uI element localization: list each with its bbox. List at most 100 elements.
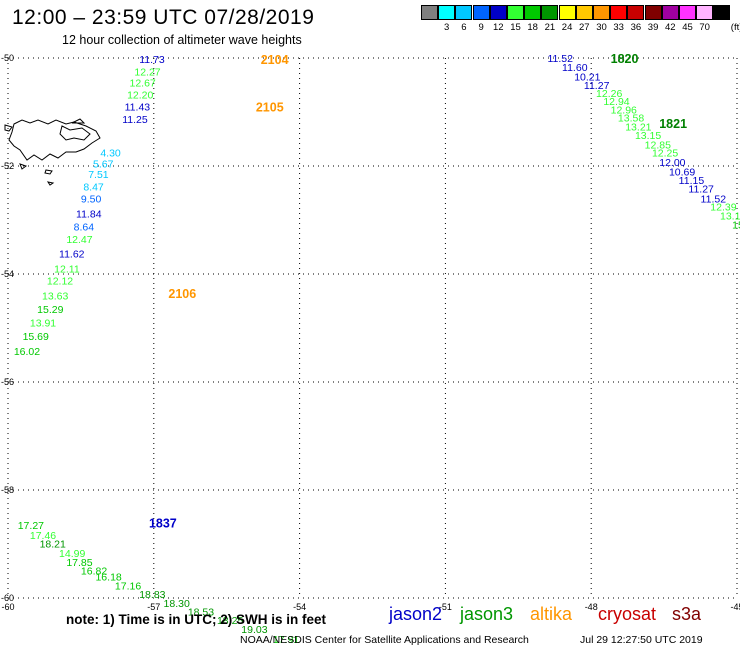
- wave-height-value: 12.00: [659, 157, 685, 169]
- longitude-tick-labels: -60 -57 -54 -51 -48 -45: [1, 602, 740, 612]
- colorbar-label: 21: [544, 22, 556, 33]
- wave-height-value: 12.26: [596, 88, 622, 100]
- colorbar-swatch: [472, 5, 490, 20]
- colorbar-swatch: [541, 5, 559, 20]
- wave-height-value: 13.58: [618, 112, 644, 124]
- colorbar-label: 6: [461, 22, 467, 33]
- wave-height-value: 18.25: [217, 615, 243, 627]
- lat-tick-label: -56: [1, 377, 14, 387]
- wave-height-value: 12.47: [66, 234, 92, 246]
- colorbar-swatch: [593, 5, 610, 20]
- colorbar-label: 9: [478, 22, 484, 33]
- lat-tick-label: -58: [1, 485, 14, 495]
- colorbar-label: 15: [510, 22, 521, 33]
- lon-tick-label: -48: [585, 602, 598, 612]
- colorbar-label: 27: [579, 22, 590, 33]
- footnote: note: 1) Time is in UTC; 2) SWH is in fe…: [66, 612, 327, 627]
- wave-height-value: 12.94: [603, 96, 629, 108]
- wave-height-value: 13.63: [42, 291, 68, 303]
- colorbar-label: 39: [647, 22, 659, 33]
- page-title: 12:00 – 23:59 UTC 07/28/2019: [12, 6, 315, 29]
- wave-height-value: 11.62: [59, 248, 85, 260]
- colorbar-unit: (ft): [730, 22, 740, 33]
- colorbar-swatch: [421, 5, 438, 20]
- pass-1820: 11.5211.6010.2111.2712.2612.9412.9613.58…: [547, 53, 678, 160]
- pass-time-label: 1837: [149, 516, 177, 530]
- pass-time-labels: 2104 2105 2106 1837 1820 1821: [149, 52, 687, 530]
- pass-1821: 12.0010.6911.1511.2711.5212.3913.1415.74…: [659, 157, 740, 240]
- wave-height-value: 11.52: [701, 193, 727, 205]
- wave-height-value: 4.30: [100, 148, 121, 160]
- wave-height-value: 18.30: [164, 598, 190, 610]
- wave-height-value: 11.84: [76, 209, 102, 221]
- pass-time-label: 2106: [168, 287, 196, 301]
- wave-height-value: 18.83: [139, 589, 165, 601]
- wave-height-value: 7.51: [88, 169, 109, 181]
- legend-item-altika: altika: [530, 604, 573, 624]
- wave-height-value: 19.03: [241, 624, 267, 636]
- lat-tick-label: -54: [1, 269, 14, 279]
- wave-height-value: 13.15: [635, 130, 661, 142]
- colorbar-swatch: [438, 5, 456, 20]
- wave-height-value: 12.11: [54, 264, 80, 276]
- colorbar-swatch: [713, 5, 731, 20]
- wave-height-value: 11.27: [688, 184, 714, 196]
- pass-time-label: 1821: [659, 117, 687, 131]
- wave-height-value: 5.67: [93, 158, 114, 170]
- colorbar-label: 45: [682, 22, 693, 33]
- latitude-tick-labels: -50 -52 -54 -56 -58 -60: [1, 53, 14, 603]
- colorbar-label: 70: [699, 22, 710, 33]
- pass-time-label: 2104: [261, 53, 289, 67]
- wave-height-value: 12.39: [710, 202, 736, 214]
- colorbar-swatch: [455, 5, 473, 20]
- wave-height-value: 11.60: [562, 62, 588, 74]
- lat-tick-label: -60: [1, 593, 14, 603]
- lon-tick-label: -57: [147, 602, 160, 612]
- wave-height-value: 11.25: [122, 114, 148, 126]
- pass-time-label: 1820: [611, 52, 639, 66]
- lat-tick-label: -52: [1, 161, 14, 171]
- wave-height-value: 11.15: [679, 175, 705, 187]
- wave-height-value: 16.82: [81, 565, 107, 577]
- wave-height-value: 12.67: [130, 77, 156, 89]
- wave-height-value: 11.43: [125, 102, 151, 114]
- legend-item-s3a: s3a: [672, 604, 702, 624]
- lon-tick-label: -45: [730, 602, 740, 612]
- wave-height-tracks: 11.7312.2712.6712.2011.4311.254.305.677.…: [14, 53, 740, 646]
- wave-height-value: 16.02: [14, 346, 40, 358]
- colorbar-swatch: [610, 5, 628, 20]
- wave-height-value: 18.21: [40, 538, 66, 550]
- wave-height-value: 15.74: [732, 219, 740, 231]
- colorbar-swatch: [679, 5, 696, 20]
- colorbar-label: 12: [493, 22, 504, 33]
- colorbar-label: 3: [444, 22, 450, 33]
- colorbar-swatch: [627, 5, 645, 20]
- colorbar-label: 24: [561, 22, 573, 33]
- credit-line: NOAA/NESDIS Center for Satellite Applica…: [240, 634, 529, 646]
- colorbar-label: 33: [613, 22, 624, 33]
- wave-height-value: 12.85: [645, 139, 671, 151]
- colorbar-swatch: [524, 5, 542, 20]
- legend-item-jason3: jason3: [460, 604, 514, 624]
- wave-height-value: 17.85: [66, 557, 92, 569]
- lon-tick-label: -51: [439, 602, 452, 612]
- colorbar-swatch: [644, 5, 662, 20]
- colorbar-swatch: [575, 5, 593, 20]
- falkland-islands-coastline: [4, 118, 101, 186]
- wave-height-value: 8.64: [74, 221, 95, 233]
- colorbar-swatch: [489, 5, 507, 20]
- satellite-legend: jason2 jason3 altika cryosat s3a: [0, 604, 740, 628]
- pass-time-label: 2105: [256, 101, 284, 115]
- wave-height-value: 12.25: [652, 148, 678, 160]
- wave-height-value: 17.27: [18, 520, 44, 532]
- wave-height-value: 9.50: [81, 193, 102, 205]
- pass-1837: 17.2717.4618.2114.9917.8516.8216.1817.16…: [18, 520, 300, 646]
- map-grid: [7, 57, 738, 599]
- wave-height-value: 17.46: [30, 530, 56, 542]
- wave-height-value: 14.99: [59, 548, 85, 560]
- generated-timestamp: Jul 29 12:27:50 UTC 2019: [580, 634, 703, 646]
- wave-height-value: 11.52: [547, 53, 573, 65]
